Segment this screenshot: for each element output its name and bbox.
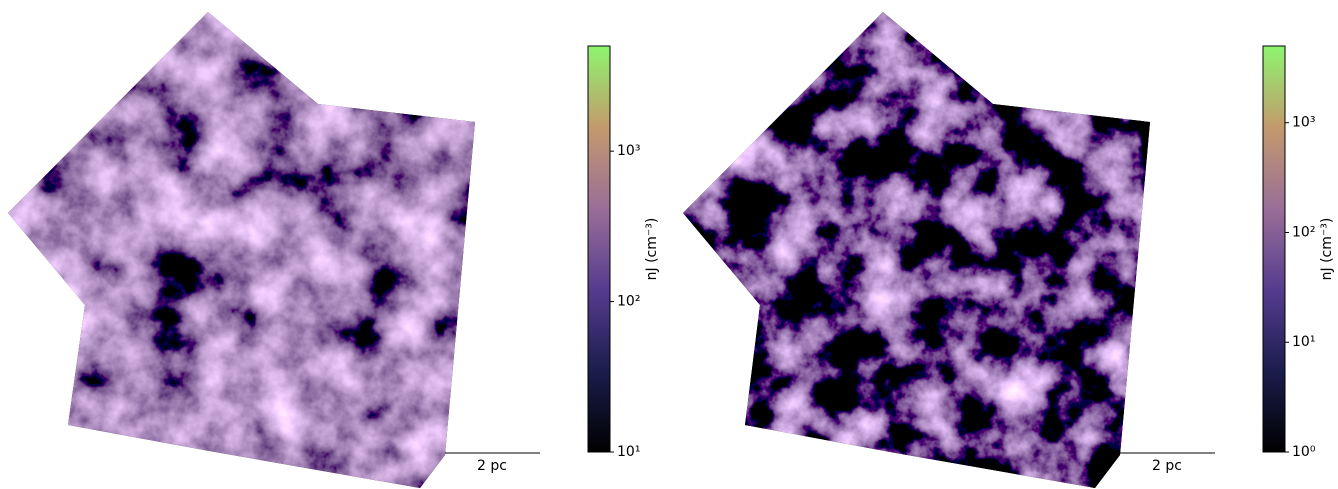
- colorbar: [1263, 46, 1285, 452]
- colorbar-tick-label: 10²: [617, 294, 640, 310]
- colorbar: [588, 46, 610, 452]
- colorbar-tick-label: 10¹: [1292, 334, 1315, 350]
- figure: 2 pc 10¹ 10² 10³ nJ (cm⁻³) 2 pc 10⁰ 10¹ 10² 10³ nJ…: [0, 0, 1338, 489]
- colorbar-tick-label: 10³: [1292, 115, 1315, 131]
- colorbar-tick-label: 10³: [617, 143, 640, 159]
- colorbar-tick-label: 10⁰: [1292, 444, 1316, 460]
- colorbar-tick-label: 10¹: [617, 444, 640, 460]
- colorbar-tick-label: 10²: [1292, 224, 1315, 240]
- density-map: [675, 0, 1155, 489]
- density-map: [0, 0, 480, 489]
- scale-bar-label: 2 pc: [477, 458, 507, 474]
- colorbar-label: nJ (cm⁻³): [644, 218, 660, 281]
- colorbar-label: nJ (cm⁻³): [1319, 218, 1335, 281]
- scale-bar-label: 2 pc: [1152, 458, 1182, 474]
